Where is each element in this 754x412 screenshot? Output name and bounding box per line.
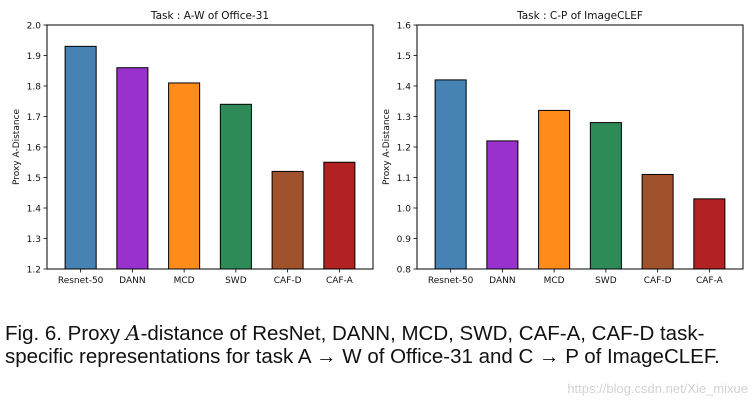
- x-tick-label: CAF-D: [644, 276, 672, 286]
- y-tick-label: 1.6: [27, 143, 42, 153]
- x-tick-label: SWD: [595, 276, 617, 286]
- x-tick-label: CAF-A: [696, 276, 724, 286]
- x-tick-label: MCD: [174, 276, 195, 286]
- bar-mcd: [538, 109, 571, 270]
- y-tick-label: 1.2: [397, 143, 411, 153]
- caption-text: -distance of ResNet, DANN, MCD, SWD, CAF…: [5, 322, 720, 368]
- y-tick-label: 1.4: [27, 204, 42, 214]
- y-axis-label: Proxy A-Distance: [382, 109, 392, 186]
- bar-caf-d: [271, 170, 304, 270]
- figure-charts: Task : A-W of Office-31 Proxy A-Distance 1…: [12, 10, 744, 286]
- x-tick-label: MCD: [544, 276, 565, 286]
- x-tick-label: Resnet-50: [58, 276, 104, 286]
- bar-dann: [486, 140, 519, 270]
- x-tick-label: CAF-D: [274, 276, 302, 286]
- chart-title: Task : A-W of Office-31: [150, 10, 269, 22]
- y-tick-label: 1.5: [27, 174, 41, 184]
- x-tick-label: CAF-A: [326, 276, 354, 286]
- x-tick-label: DANN: [119, 276, 145, 286]
- y-tick-label: 1.6: [397, 21, 412, 31]
- y-tick-label: 2.0: [27, 21, 42, 31]
- bar-caf-a: [323, 161, 356, 270]
- plot-frame: [46, 24, 374, 270]
- caption-script-letter: A: [125, 321, 141, 345]
- bar-mcd: [168, 82, 201, 270]
- bar-swd: [219, 103, 252, 270]
- y-tick-label: 0.9: [397, 235, 412, 245]
- y-tick-label: 1.8: [27, 82, 42, 92]
- y-tick-label: 1.9: [27, 52, 42, 62]
- chart-title: Task : C-P of ImageCLEF: [516, 10, 643, 22]
- y-tick-label: 1.2: [27, 265, 41, 275]
- y-tick-label: 1.1: [397, 174, 411, 184]
- figure-caption: Fig. 6. Proxy A-distance of ResNet, DANN…: [5, 321, 750, 369]
- x-tick-label: Resnet-50: [428, 276, 474, 286]
- bar-caf-d: [641, 173, 674, 270]
- y-tick-label: 1.4: [397, 82, 412, 92]
- watermark-url: https://blog.csdn.net/Xie_mixue: [567, 381, 748, 396]
- chart-1: Task : A-W of Office-31 Proxy A-Distance 1…: [12, 10, 374, 286]
- y-tick-label: 1.0: [397, 204, 412, 214]
- y-tick-label: 1.3: [27, 235, 41, 245]
- y-tick-label: 1.7: [27, 113, 41, 123]
- bar-caf-a: [693, 198, 726, 270]
- bar-resnet-50: [64, 45, 97, 270]
- plot-frame: [416, 24, 744, 270]
- x-tick-label: DANN: [489, 276, 515, 286]
- bar-swd: [589, 122, 622, 270]
- chart-2: Task : C-P of ImageCLEF Proxy A-Distance 0…: [382, 10, 744, 286]
- y-axis-label: Proxy A-Distance: [12, 109, 22, 186]
- y-tick-label: 1.5: [397, 52, 411, 62]
- x-tick-label: SWD: [225, 276, 247, 286]
- bar-dann: [116, 67, 149, 270]
- bar-resnet-50: [434, 79, 467, 270]
- y-tick-label: 0.8: [397, 265, 412, 275]
- y-tick-label: 1.3: [397, 113, 411, 123]
- caption-prefix: Fig. 6. Proxy: [5, 322, 126, 345]
